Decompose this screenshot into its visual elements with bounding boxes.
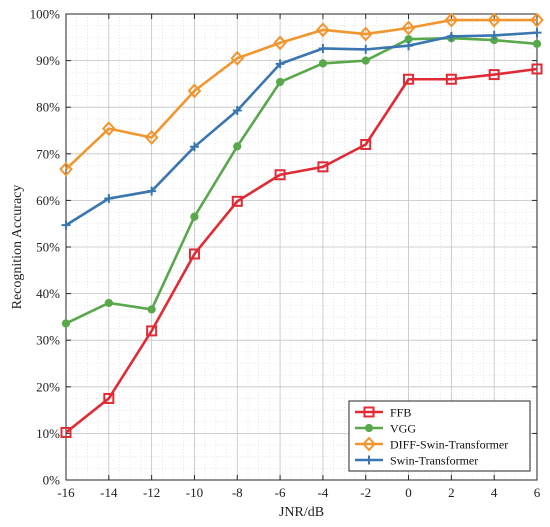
legend-entry-ffb: FFB [355,405,411,419]
data-point-ffb [231,195,243,207]
data-point-vgg [61,319,71,328]
legend-label: DIFF-Swin-Transformer [390,437,508,451]
x-tick-label: -16 [57,485,75,500]
series-line-vgg [65,36,538,325]
legend: FFB VGG DIFF-Swin-Transformer Swin-Transfor… [348,400,531,472]
data-point-ffb [146,325,158,337]
data-point-swin-transformer [189,142,199,152]
data-point-diff-swin-transformer [273,35,287,51]
legend-label: FFB [390,405,411,419]
data-point-vgg [190,212,199,221]
y-tick-label: 60% [36,193,60,208]
data-point-swin-transformer [446,31,456,41]
data-point-ffb [445,73,457,85]
data-point-diff-swin-transformer [144,130,159,145]
y-tick-label: 80% [36,100,60,115]
data-point-vgg [318,59,328,68]
data-point-swin-transformer [147,186,157,196]
y-tick-label: 40% [36,286,60,301]
y-tick-label: 30% [36,333,60,348]
x-tick-label: -10 [186,485,203,500]
x-axis-title: JNR/dB [279,505,324,520]
data-point-swin-transformer [275,59,285,69]
data-point-vgg [233,142,242,151]
y-tick-label: 20% [36,379,60,394]
legend-label: VGG [390,421,416,435]
y-axis-title: Recognition Accuracy [10,185,25,310]
x-tick-label: -8 [232,485,243,500]
y-tick-label: 10% [36,426,60,441]
legend-entry-swin-transformer: Swin-Transformer [355,453,478,467]
data-point-ffb [360,138,372,150]
data-point-ffb [60,426,72,438]
data-point-ffb [403,73,415,85]
x-axis-ticks: -16 -14 -12 -10 -8 -6 -4 -2 0 2 4 6 [57,14,541,500]
data-point-swin-transformer [104,194,114,204]
series-line-ffb [65,67,538,434]
legend-entry-diff-swin-transformer: DIFF-Swin-Transformer [355,436,508,452]
data-point-swin-transformer [361,44,371,54]
legend-swatch-marker [364,423,374,433]
data-point-swin-transformer [532,28,542,38]
data-point-swin-transformer [232,105,242,115]
data-point-diff-swin-transformer [230,50,245,66]
legend-swatch-marker [364,455,374,465]
series-line-swin-transformer [65,31,538,227]
data-point-ffb [103,392,115,404]
data-point-ffb [274,169,286,181]
data-point-ffb [317,161,329,173]
data-point-vgg [147,305,156,314]
x-tick-label: -2 [360,485,371,500]
y-tick-label: 50% [36,240,60,255]
x-tick-label: 6 [534,485,541,500]
data-point-swin-transformer [489,30,499,40]
data-point-diff-swin-transformer [530,12,544,28]
legend-label: Swin-Transformer [390,453,478,467]
y-tick-label: 90% [36,53,60,68]
x-tick-label: 2 [448,485,455,500]
data-point-vgg [104,298,113,308]
x-tick-label: -14 [100,485,118,500]
series-diff-swin-transformer [59,12,544,177]
x-tick-label: 4 [491,485,498,500]
data-point-diff-swin-transformer [444,12,459,28]
legend-entry-vgg: VGG [355,421,416,435]
series-layer [59,12,544,438]
data-point-vgg [361,56,370,65]
legend-swatch-marker [363,406,375,418]
data-point-diff-swin-transformer [401,20,416,36]
series-line-diff-swin-transformer [65,18,537,171]
data-point-swin-transformer [404,41,414,51]
data-point-diff-swin-transformer [59,161,73,177]
y-tick-label: 100% [30,7,61,22]
data-point-ffb [488,69,500,81]
x-tick-label: -4 [317,485,328,500]
legend-swatch-marker [362,436,376,452]
data-point-diff-swin-transformer [487,12,502,28]
data-point-swin-transformer [318,43,328,53]
x-tick-label: 0 [405,485,412,500]
y-tick-label: 70% [36,146,60,161]
y-axis-ticks: 0% 10% 20% 30% 40% 50% 60% 70% 80% 90% 100% [30,7,537,488]
x-tick-label: -6 [275,485,286,500]
data-point-vgg [532,39,542,48]
series-ffb [60,63,543,438]
series-swin-transformer [61,28,542,230]
data-point-ffb [188,248,200,260]
data-point-ffb [531,63,543,75]
data-point-diff-swin-transformer [316,22,330,38]
y-tick-label: 0% [43,473,61,488]
data-point-swin-transformer [61,220,71,230]
data-point-diff-swin-transformer [187,83,202,99]
data-point-diff-swin-transformer [358,26,373,42]
data-point-diff-swin-transformer [101,121,116,137]
x-tick-label: -12 [143,485,160,500]
data-point-vgg [275,77,285,87]
series-vgg [61,34,542,328]
